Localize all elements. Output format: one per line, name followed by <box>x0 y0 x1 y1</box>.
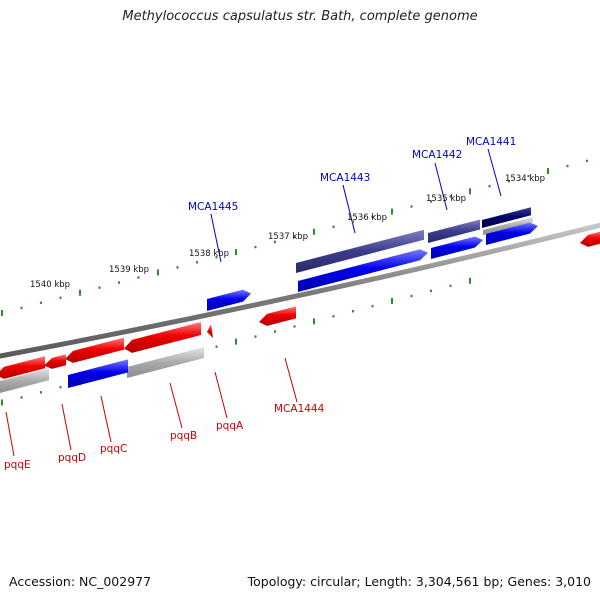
gene-right-edge <box>580 231 600 247</box>
feature-pqqc <box>68 359 128 388</box>
gene-label-pqqd: pqqD <box>58 452 86 464</box>
genome-summary-text: Topology: circular; Length: 3,304,561 bp… <box>247 574 591 589</box>
leader-mca1445 <box>210 213 222 263</box>
gene-label-pqqe: pqqE <box>4 459 31 471</box>
leader-mca1444 <box>284 357 298 403</box>
gene-label-pqqa: pqqA <box>216 420 244 432</box>
kbp-label: 1537 kbp <box>268 232 308 242</box>
accession-text: Accession: NC_002977 <box>9 574 152 589</box>
feature-pqqb <box>127 346 204 378</box>
gene-label-mca1445: MCA1445 <box>188 201 238 213</box>
kbp-label: 1538 kbp <box>189 249 229 259</box>
leader-pqqb <box>169 382 183 429</box>
gene-mca1443-cds <box>298 249 428 292</box>
gene-label-pqqc: pqqC <box>100 443 127 455</box>
map-title: Methylococcus capsulatus str. Bath, comp… <box>122 9 478 24</box>
gene-pqqe <box>0 356 45 379</box>
gene-label-pqqb: pqqB <box>170 430 197 442</box>
gene-label-mca1442: MCA1442 <box>412 149 462 161</box>
gene-mca1441-cds <box>486 222 538 245</box>
leader-mca1442 <box>434 162 448 211</box>
gene-pqqc <box>65 337 124 363</box>
kbp-label: 1540 kbp <box>30 280 70 290</box>
gene-mca1442 <box>428 219 480 243</box>
leader-pqqd <box>61 403 72 451</box>
kbp-label: 1539 kbp <box>109 265 149 275</box>
leader-mca1441 <box>487 148 502 197</box>
gene-mca1442-cds <box>431 236 483 259</box>
leader-mca1443 <box>342 184 356 234</box>
feature-pqqe <box>0 368 49 393</box>
gene-pqqb <box>124 321 201 353</box>
backbone-line <box>0 222 600 359</box>
kbp-label: 1536 kbp <box>347 213 387 223</box>
gene-label-mca1441: MCA1441 <box>466 136 516 148</box>
leader-pqqa <box>214 371 228 419</box>
gene-mca1441 <box>482 207 531 228</box>
gene-mca1443 <box>296 229 424 273</box>
leader-pqqc <box>100 395 112 443</box>
gene-label-mca1444: MCA1444 <box>274 403 325 415</box>
gene-label-mca1443: MCA1443 <box>320 172 370 184</box>
feature-mca1441 <box>483 217 533 235</box>
gene-mca1445 <box>207 289 251 311</box>
gene-pqqa <box>207 324 213 338</box>
leader-pqqe <box>5 411 15 457</box>
gene-pqqd <box>44 354 66 369</box>
kbp-label: 1535 kbp <box>426 194 466 204</box>
kbp-label: 1534 kbp <box>505 174 545 184</box>
gene-mca1444 <box>259 306 296 326</box>
